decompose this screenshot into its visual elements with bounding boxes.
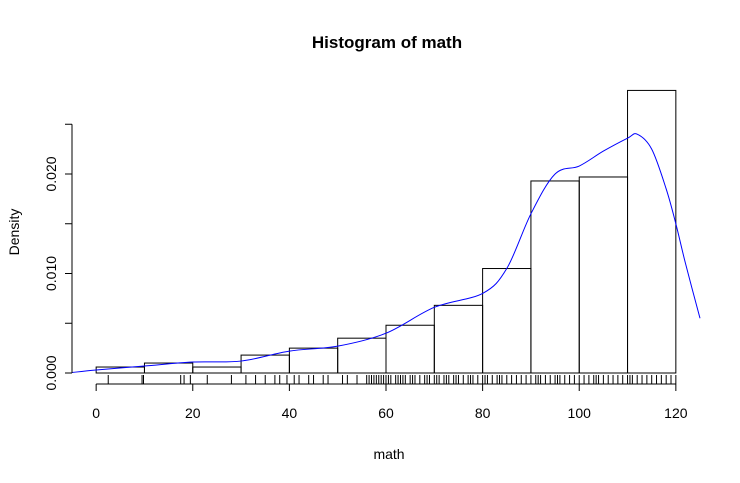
histogram-bar bbox=[578, 176, 629, 374]
histogram-bar bbox=[337, 337, 387, 374]
histogram-bar bbox=[627, 89, 677, 374]
x-tick-label: 40 bbox=[282, 405, 298, 421]
x-tick-label: 0 bbox=[92, 405, 100, 421]
histogram-bar bbox=[433, 304, 484, 374]
histogram-bar bbox=[192, 366, 242, 374]
x-axis-label: math bbox=[373, 446, 404, 462]
x-tick-label: 80 bbox=[475, 405, 491, 421]
y-axis-label: Density bbox=[6, 209, 22, 256]
x-tick-label: 100 bbox=[568, 405, 592, 421]
chart-title: Histogram of math bbox=[312, 33, 462, 52]
histogram-bar bbox=[385, 324, 435, 374]
plot-area: 0 20 40 60 80 100 120 0.000 0.010 0.020 bbox=[43, 89, 701, 421]
y-tick-label: 0.010 bbox=[43, 256, 59, 291]
density-curve bbox=[71, 133, 701, 374]
x-tick-label: 60 bbox=[378, 405, 394, 421]
x-tick-label: 20 bbox=[185, 405, 201, 421]
histogram-bar bbox=[288, 347, 339, 374]
histogram-bar bbox=[530, 180, 580, 374]
y-tick-label: 0.000 bbox=[43, 355, 59, 390]
histogram-bar bbox=[482, 268, 532, 374]
histogram-bar bbox=[240, 354, 290, 374]
histogram-bar bbox=[143, 362, 194, 374]
x-tick-label: 120 bbox=[664, 405, 688, 421]
y-tick-label: 0.020 bbox=[43, 156, 59, 191]
